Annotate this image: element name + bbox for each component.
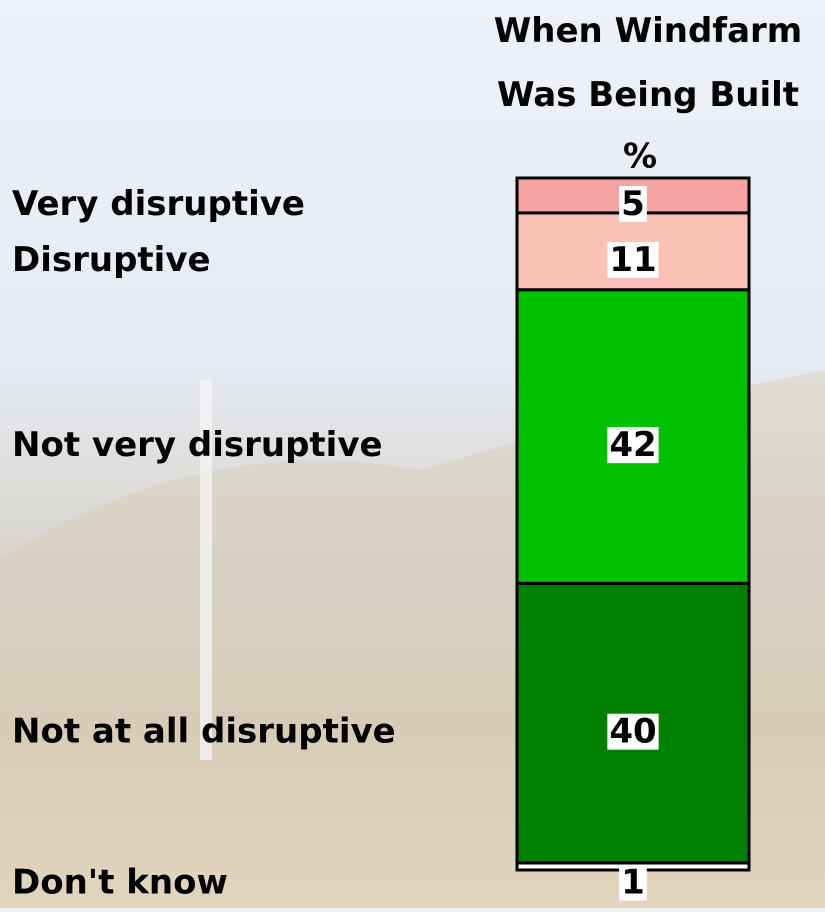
value-label: 5	[621, 184, 645, 224]
category-label: Very disruptive	[12, 184, 305, 224]
value-label: 11	[609, 240, 656, 280]
category-label: Disruptive	[12, 240, 211, 280]
value-label: 42	[609, 425, 656, 465]
value-label: 1	[621, 863, 645, 903]
category-label: Don't know	[12, 863, 228, 903]
chart-subtitle: %	[623, 137, 657, 177]
category-label: Not at all disruptive	[12, 712, 396, 752]
value-label: 40	[609, 712, 656, 752]
category-label: Not very disruptive	[12, 425, 383, 465]
chart: When WindfarmWas Being Built % Very disr…	[0, 0, 825, 908]
